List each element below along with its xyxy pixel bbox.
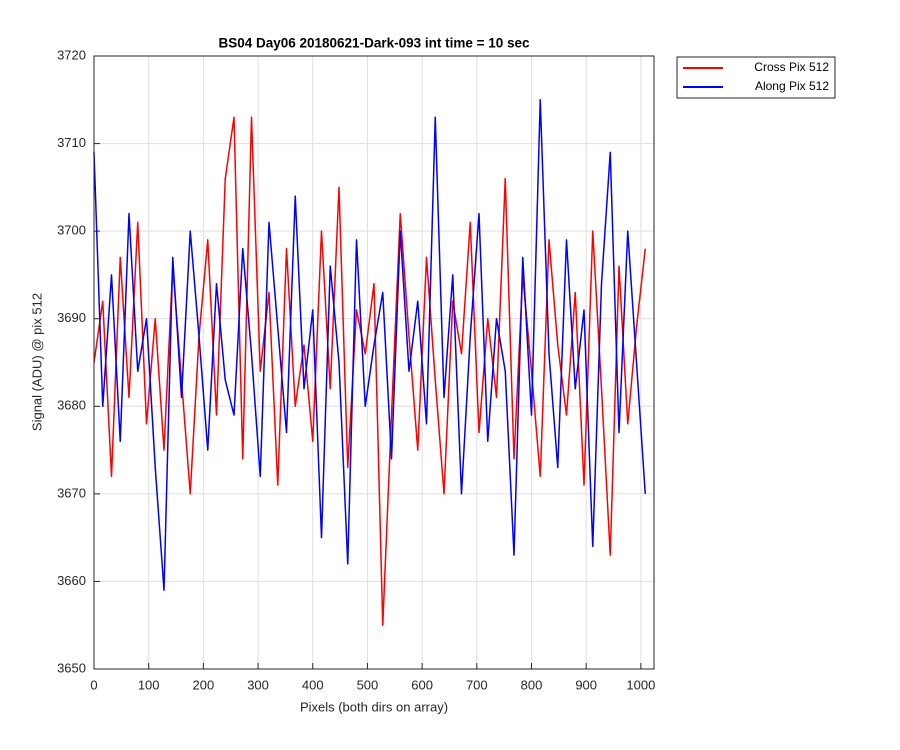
x-tick-label: 0	[90, 677, 97, 692]
legend-label: Along Pix 512	[755, 79, 829, 93]
x-tick-label: 200	[193, 677, 215, 692]
x-tick-label: 800	[521, 677, 543, 692]
x-tick-label: 500	[357, 677, 379, 692]
y-tick-label: 3690	[57, 310, 86, 325]
chart-title: BS04 Day06 20180621-Dark-093 int time = …	[218, 36, 530, 51]
y-tick-label: 3650	[57, 660, 86, 675]
y-tick-label: 3660	[57, 573, 86, 588]
x-axis-label: Pixels (both dirs on array)	[300, 699, 448, 714]
x-tick-label: 700	[466, 677, 488, 692]
x-tick-label: 100	[138, 677, 160, 692]
x-tick-label: 300	[247, 677, 269, 692]
x-tick-label: 1000	[626, 677, 655, 692]
plot-frame	[93, 55, 655, 670]
y-axis-label: Signal (ADU) @ pix 512	[29, 293, 44, 431]
y-tick-label: 3680	[57, 398, 86, 413]
y-tick-label: 3670	[57, 485, 86, 500]
x-tick-label: 600	[411, 677, 433, 692]
y-tick-label: 3720	[57, 47, 86, 62]
x-tick-label: 400	[302, 677, 324, 692]
legend-label: Cross Pix 512	[754, 60, 829, 74]
x-tick-label: 900	[575, 677, 597, 692]
legend-box	[676, 56, 836, 99]
data-line	[93, 116, 646, 626]
data-line	[93, 99, 646, 591]
y-tick-label: 3700	[57, 223, 86, 238]
y-tick-label: 3710	[57, 135, 86, 150]
